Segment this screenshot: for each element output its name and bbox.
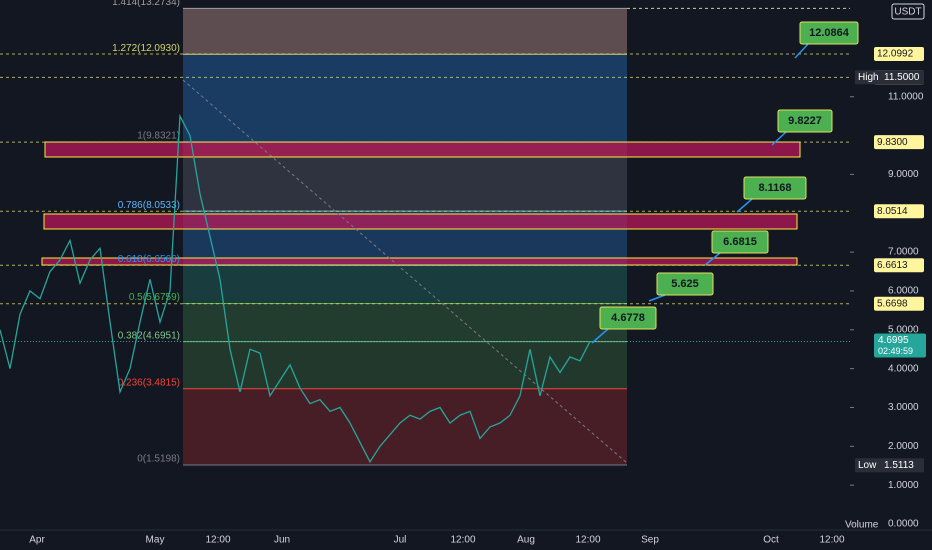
countdown: 02:49:59 [878, 346, 913, 356]
callout [799, 21, 859, 45]
zone [43, 213, 798, 230]
y-tick-label: 9.0000 [888, 169, 919, 180]
callout [656, 272, 714, 296]
callout [743, 176, 807, 200]
callout [711, 230, 769, 254]
callout-label: 9.8227 [788, 115, 822, 127]
price-tag-label: 12.0992 [877, 49, 914, 60]
fib-label: 0.618(6.6566) [118, 254, 180, 265]
y-tick-label: 7.0000 [888, 247, 919, 258]
volume-label: Volume [845, 520, 879, 531]
callout-pointer [704, 252, 721, 266]
current-tag [874, 333, 926, 358]
fib-label: 0.786(8.0533) [118, 200, 180, 211]
x-tick-label: Aug [517, 535, 535, 546]
price-tag [874, 204, 924, 219]
price-tag [874, 296, 924, 311]
y-tick-label: 3.0000 [888, 402, 919, 413]
price-tag-label: 8.0514 [877, 206, 908, 217]
current-price: 4.6995 [878, 335, 909, 346]
low-name: Low [858, 460, 877, 471]
callout-pointer [794, 43, 809, 59]
y-tick-label: 1.0000 [888, 480, 919, 491]
fib-label: 0.236(3.4815) [118, 377, 180, 388]
low-tag [855, 458, 924, 473]
fib-label: 0.382(4.6951) [118, 330, 180, 341]
zone [41, 257, 798, 266]
fib-label: 1.414(13.2734) [112, 0, 180, 8]
high-value: 11.5000 [884, 72, 920, 83]
fib-trend-line [182, 79, 628, 464]
price-tag-label: 9.8300 [877, 137, 908, 148]
x-tick-label: Jul [394, 535, 407, 546]
zone [44, 141, 801, 158]
supply-zones [41, 141, 801, 266]
x-tick-label: Sep [641, 535, 659, 546]
fib-band [183, 265, 627, 304]
price-tag [874, 258, 924, 273]
price-tag [874, 47, 924, 62]
high-name: High [858, 72, 879, 83]
fib-band [183, 54, 627, 143]
x-tick-label: Oct [763, 535, 779, 546]
callout-pointer [591, 328, 609, 344]
callout-label: 8.1168 [758, 182, 791, 194]
callout-label: 12.0864 [809, 27, 850, 39]
fib-label: 0(1.5198) [137, 454, 180, 465]
callout-label: 5.625 [671, 278, 699, 290]
x-tick-label: Jun [274, 535, 290, 546]
callout-pointer [648, 294, 666, 302]
fib-label: 1(9.8321) [137, 131, 180, 142]
price-line [0, 113, 591, 464]
high-tag [855, 70, 924, 85]
x-tick-label: 12:00 [450, 535, 475, 546]
low-value: 1.5113 [884, 460, 914, 471]
fib-band [183, 8, 627, 55]
currency-box [891, 3, 925, 20]
callout-label: 4.6778 [611, 312, 645, 324]
price-tag-label: 6.6613 [877, 260, 908, 271]
price-tag-label: 5.6698 [877, 298, 908, 309]
price-tag [874, 135, 924, 150]
y-tick-label: 4.0000 [888, 363, 919, 374]
fib-label: 1.272(12.0930) [112, 43, 180, 54]
y-tick-label: 0.0000 [888, 519, 919, 530]
fib-band [183, 388, 627, 465]
callout-pointer [771, 131, 787, 146]
fib-band [183, 341, 627, 389]
x-tick-label: Apr [29, 535, 45, 546]
y-tick-label: 11.0000 [888, 91, 924, 102]
y-tick-label: 2.0000 [888, 441, 919, 452]
callout-pointer [736, 198, 753, 213]
x-tick-label: 12:00 [575, 535, 600, 546]
x-tick-label: 12:00 [819, 535, 844, 546]
x-tick-label: May [146, 535, 165, 546]
callout-label: 6.6815 [723, 236, 757, 248]
y-tick-label: 6.0000 [888, 286, 919, 297]
currency: USDT [894, 7, 921, 18]
y-tick-label: 5.0000 [888, 324, 919, 335]
x-tick-label: 12:00 [205, 535, 230, 546]
callout [599, 306, 657, 330]
callout [777, 109, 833, 133]
fib-band [183, 303, 627, 342]
